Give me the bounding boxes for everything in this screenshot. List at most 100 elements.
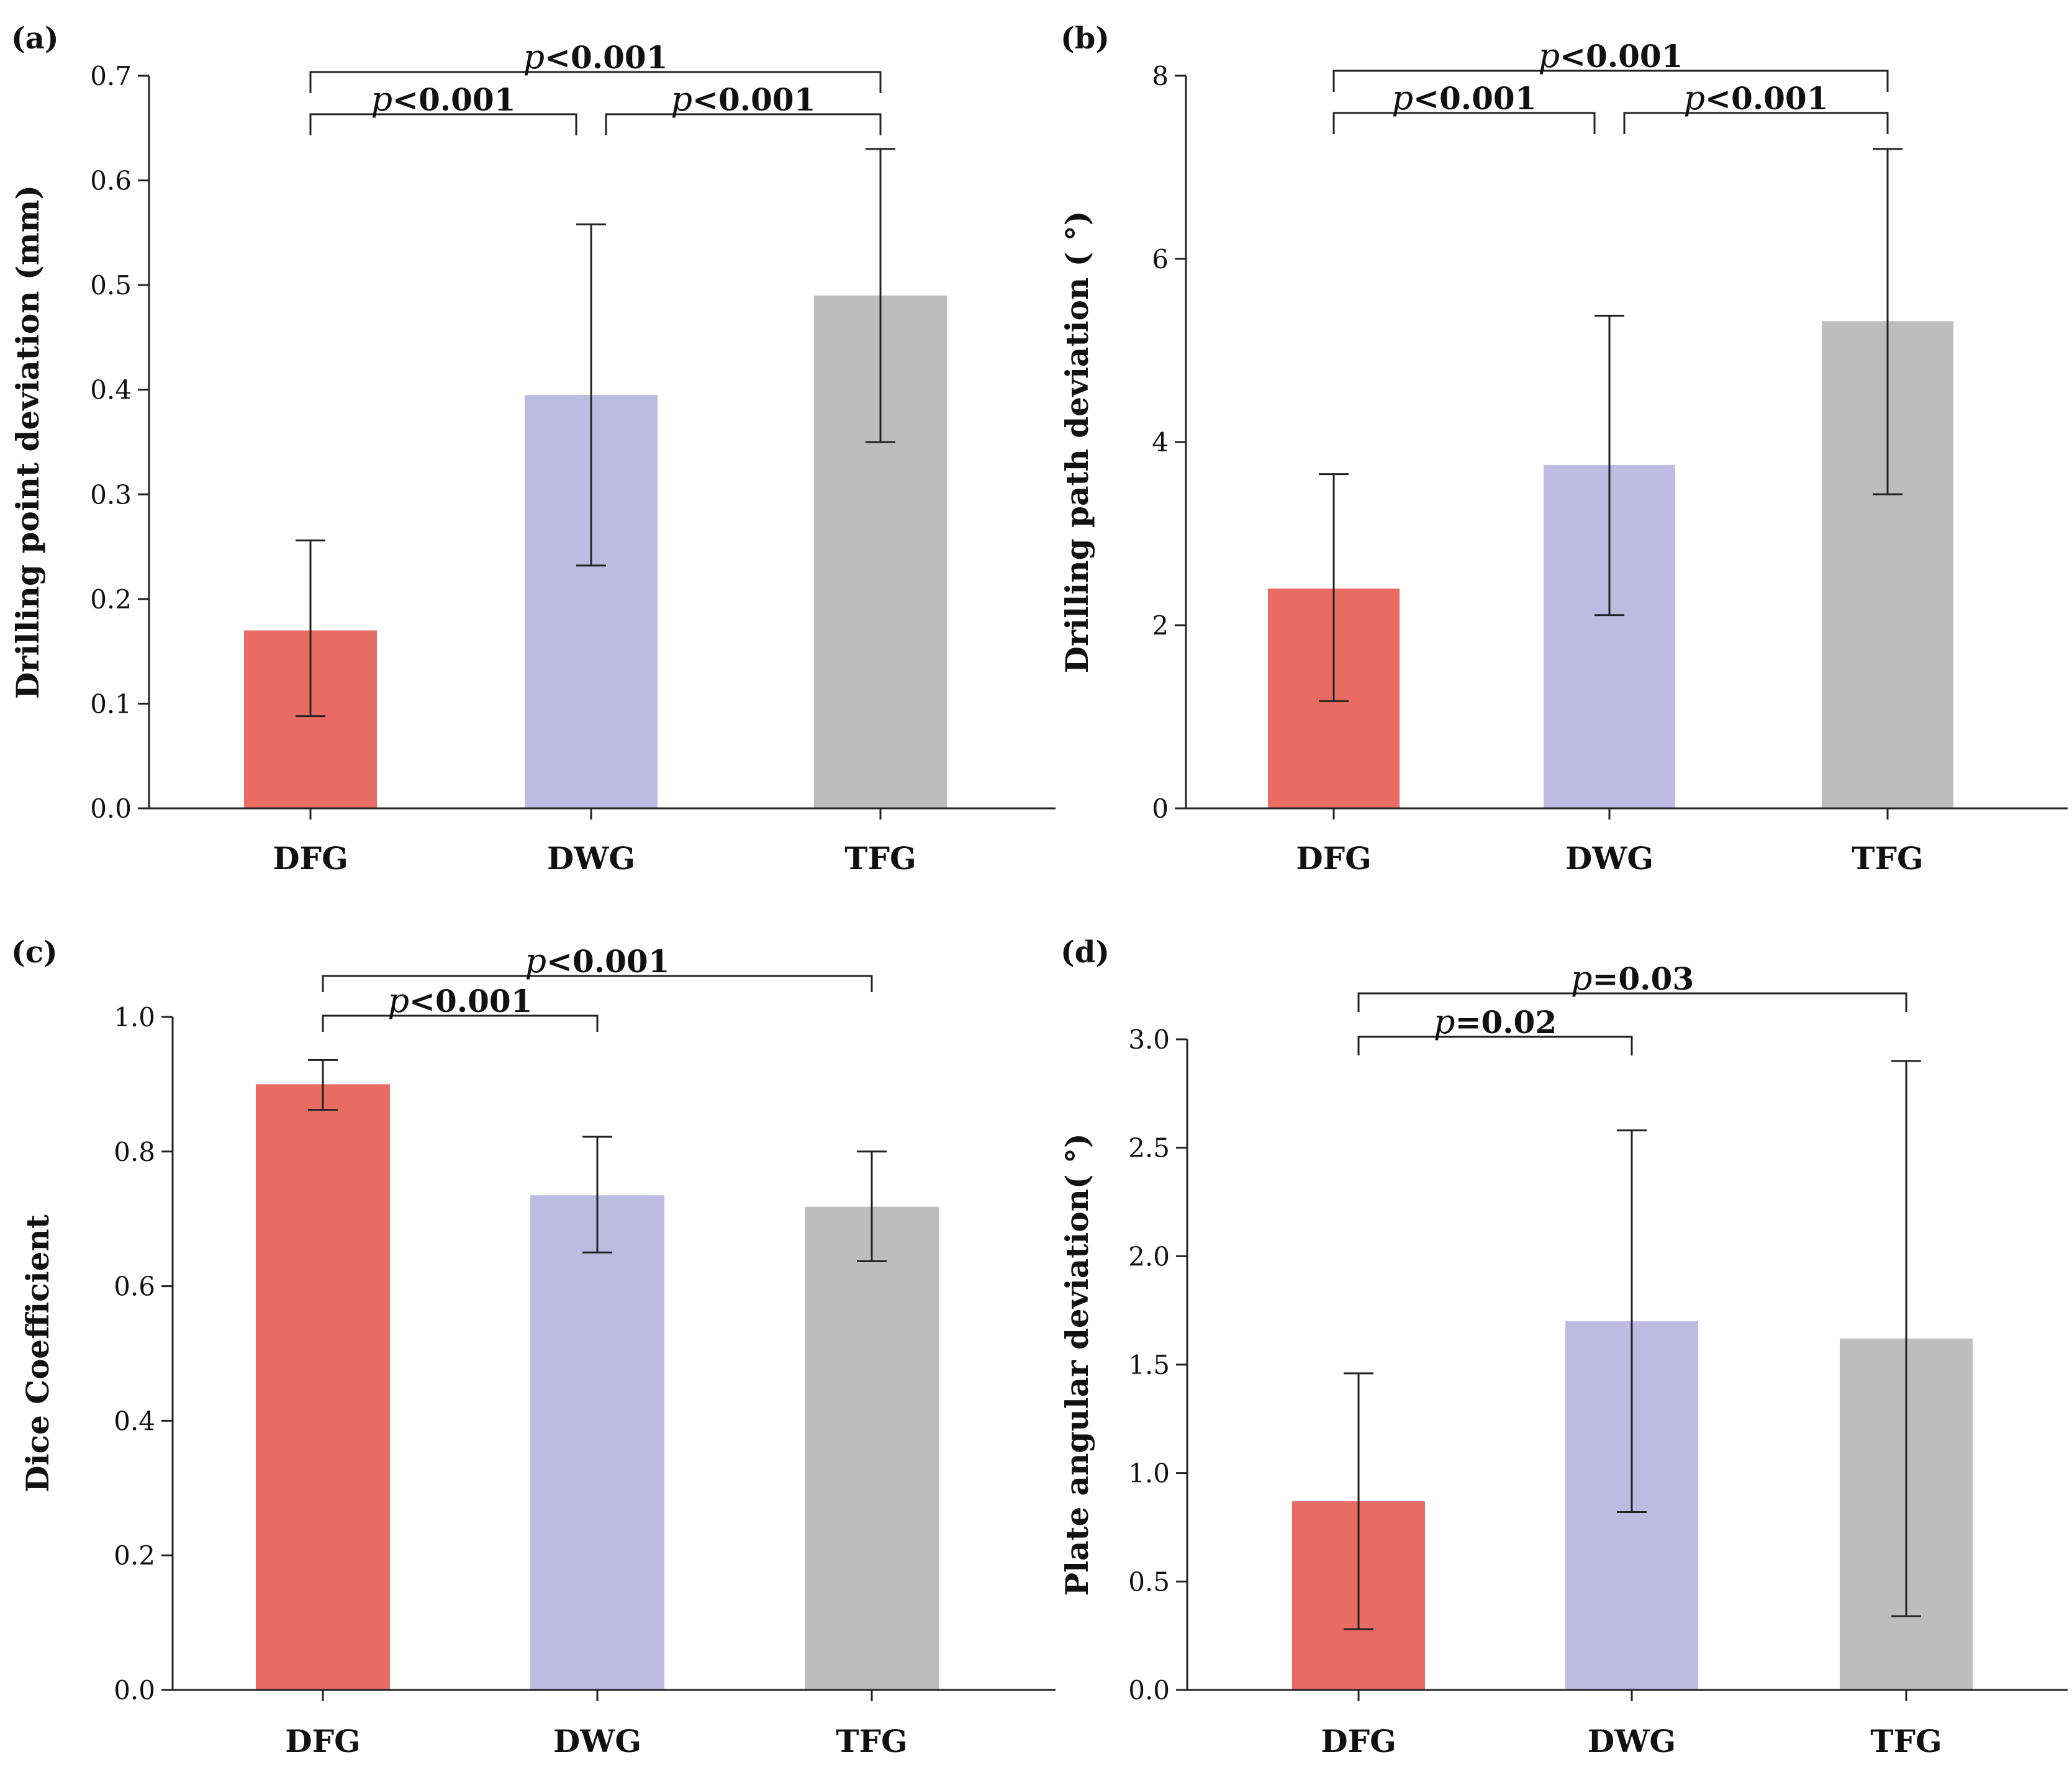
error-bar-dwg <box>582 1136 612 1253</box>
y-axis-title: Dice Coefficient <box>19 1214 56 1493</box>
p-value: =0.03 <box>1592 960 1694 997</box>
error-bar-dfg <box>296 539 325 718</box>
y-tick-label: 0.6 <box>90 166 132 196</box>
panel-label: (b) <box>1061 21 1110 56</box>
significance-label: p<0.001 <box>523 37 667 76</box>
y-tick-label: 0 <box>1152 793 1169 824</box>
bracket-line <box>322 975 873 992</box>
y-tick-label: 0.2 <box>90 584 132 615</box>
y-tick-label: 0.4 <box>114 1406 155 1436</box>
y-tick-label: 0.0 <box>1128 1675 1170 1705</box>
bracket-line <box>1332 112 1596 134</box>
p-symbol: p <box>1571 959 1593 998</box>
panel-label: (c) <box>11 935 58 970</box>
y-tick-label: 0.7 <box>90 61 132 91</box>
p-symbol: p <box>523 37 545 76</box>
y-tick-label: 0.4 <box>90 375 132 405</box>
significance-label: p<0.001 <box>1538 36 1683 75</box>
x-tick-label: DWG <box>1588 1723 1676 1759</box>
significance-label: p=0.03 <box>1571 959 1694 998</box>
error-bar-tfg <box>1891 1060 1921 1617</box>
y-tick-label: 0.1 <box>90 689 132 719</box>
y-tick-label: 1.0 <box>1128 1458 1170 1489</box>
bracket-line <box>1357 1036 1633 1055</box>
y-tick-label: 8 <box>1152 61 1169 91</box>
significance-bracket: p<0.001 <box>1623 78 1889 134</box>
significance-bracket: p<0.001 <box>309 79 577 135</box>
significance-label: p=0.02 <box>1434 1002 1557 1041</box>
p-value: <0.001 <box>1560 38 1683 75</box>
p-symbol: p <box>371 79 392 119</box>
error-bar-dfg <box>1344 1372 1373 1630</box>
significance-bracket: p<0.001 <box>322 941 873 992</box>
y-axis-title: Drilling point deviation (mm) <box>9 185 46 699</box>
y-tick-label: 1.5 <box>1128 1350 1170 1380</box>
p-symbol: p <box>671 79 692 119</box>
p-symbol: p <box>1683 78 1705 117</box>
p-value: =0.02 <box>1455 1004 1557 1041</box>
y-tick-label: 0.0 <box>90 793 132 824</box>
y-tick-label: 0.6 <box>114 1271 155 1302</box>
p-value: <0.001 <box>546 943 669 980</box>
y-axis-title: Plate angular deviation( °) <box>1059 1133 1095 1596</box>
y-tick-label: 2 <box>1152 610 1169 641</box>
y-tick-label: 2.5 <box>1128 1133 1170 1163</box>
bar-tfg <box>805 1206 939 1690</box>
x-tick-label: DWG <box>547 840 635 877</box>
error-bar-dfg <box>1319 473 1349 702</box>
y-tick-label: 4 <box>1152 427 1169 458</box>
p-symbol: p <box>387 981 409 1020</box>
chart-panel-a: (a) 0.0 0.1 0.2 0.3 0.4 0.5 0.6 0.7 DFG DWG TFG Dril… <box>9 21 1056 877</box>
x-tick-label: TFG <box>836 1723 907 1759</box>
bracket-line <box>605 113 882 135</box>
significance-bracket: p<0.001 <box>605 79 882 135</box>
bracket-line <box>1623 112 1889 134</box>
bracket-line <box>309 71 882 93</box>
panel-label: (d) <box>1061 935 1110 970</box>
error-bar-tfg <box>1873 148 1902 495</box>
x-tick-label: DFG <box>285 1723 361 1759</box>
bar-dfg <box>256 1084 390 1690</box>
bracket-line <box>1332 70 1889 92</box>
significance-label: p<0.001 <box>371 79 515 119</box>
x-tick-label: DFG <box>1296 840 1372 877</box>
y-tick-label: 0.0 <box>114 1675 155 1705</box>
significance-label: p<0.001 <box>387 981 532 1020</box>
y-tick-label: 0.3 <box>90 479 132 510</box>
significance-bracket: p<0.001 <box>1332 78 1596 134</box>
p-value: <0.001 <box>692 81 815 118</box>
significance-bracket: p<0.001 <box>309 37 882 93</box>
chart-panel-c: (c) 0.0 0.2 0.4 0.6 0.8 1.0 DFG DWG TFG Dice Coeff… <box>11 935 1056 1759</box>
y-tick-label: 0.5 <box>1128 1566 1170 1597</box>
significance-bracket: p=0.03 <box>1357 959 1907 1012</box>
significance-label: p<0.001 <box>1683 78 1828 117</box>
significance-bracket: p<0.001 <box>322 981 599 1032</box>
y-tick-label: 0.5 <box>90 270 132 300</box>
p-value: <0.001 <box>1705 80 1828 117</box>
p-symbol: p <box>1538 36 1560 75</box>
y-tick-label: 1.0 <box>114 1002 155 1032</box>
error-bar-dwg <box>1617 1129 1647 1514</box>
y-tick-label: 0.8 <box>114 1137 155 1167</box>
x-tick-label: TFG <box>844 840 916 877</box>
bracket-line <box>309 113 577 135</box>
bar-dwg <box>530 1195 664 1690</box>
y-tick-label: 3.0 <box>1128 1024 1170 1055</box>
p-symbol: p <box>1434 1002 1455 1041</box>
significance-label: p<0.001 <box>525 941 669 980</box>
significance-bracket: p=0.02 <box>1357 1002 1633 1055</box>
y-tick-label: 0.2 <box>114 1540 155 1571</box>
panel-label: (a) <box>11 21 59 56</box>
y-tick-label: 6 <box>1152 244 1169 274</box>
p-symbol: p <box>1391 78 1413 117</box>
x-tick-label: DFG <box>273 840 348 877</box>
y-axis-title: Drilling path deviation ( °) <box>1059 211 1095 674</box>
p-value: <0.001 <box>545 39 667 76</box>
x-tick-label: TFG <box>1870 1723 1942 1759</box>
error-bar-tfg <box>866 148 895 443</box>
p-value: <0.001 <box>409 983 532 1019</box>
significance-bracket: p<0.001 <box>1332 36 1889 92</box>
error-bar-dwg <box>576 223 606 567</box>
bracket-line <box>1357 992 1907 1012</box>
